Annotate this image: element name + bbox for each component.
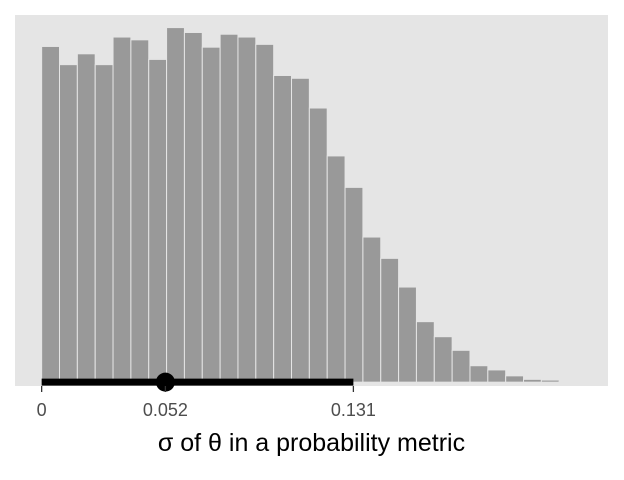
point-estimate <box>155 372 175 392</box>
histogram-bar <box>469 365 489 383</box>
histogram-bar <box>112 36 132 383</box>
x-axis: 0 0.052 0.131 <box>37 386 376 420</box>
histogram-bar <box>505 375 525 383</box>
histogram-bar <box>201 46 221 383</box>
histogram-bar <box>237 36 257 383</box>
histogram-bar <box>130 39 150 383</box>
histogram-bar <box>183 31 203 383</box>
histogram-bar <box>362 236 382 383</box>
histogram-bar <box>41 45 61 383</box>
histogram-bar <box>523 378 542 383</box>
histogram-bar <box>59 64 78 383</box>
interval-layer <box>41 372 354 392</box>
histogram-bar <box>451 349 471 383</box>
histogram-bar <box>166 27 185 383</box>
histogram-bars <box>41 27 578 383</box>
histogram-bar <box>326 155 346 383</box>
histogram-bar <box>398 286 417 383</box>
histogram-bar <box>291 77 310 383</box>
histogram-bar <box>255 43 275 383</box>
histogram-bar <box>94 64 114 383</box>
histogram-bar <box>380 257 400 383</box>
histogram-bar <box>344 186 364 383</box>
histogram-bar <box>76 53 96 383</box>
histogram-bar <box>540 379 560 383</box>
histogram-bar <box>308 107 328 383</box>
x-tick-label: 0.131 <box>331 400 376 420</box>
x-axis-title: σ of θ in a probability metric <box>158 429 465 457</box>
x-tick-label: 0 <box>37 400 47 420</box>
histogram-bar <box>558 380 578 383</box>
x-tick-label: 0.052 <box>143 400 188 420</box>
histogram-bar <box>487 369 507 383</box>
histogram-bar <box>219 33 239 383</box>
histogram-bar <box>433 336 453 383</box>
histogram-bar <box>415 321 435 383</box>
histogram-bar <box>273 74 293 383</box>
histogram-bar <box>148 58 168 383</box>
